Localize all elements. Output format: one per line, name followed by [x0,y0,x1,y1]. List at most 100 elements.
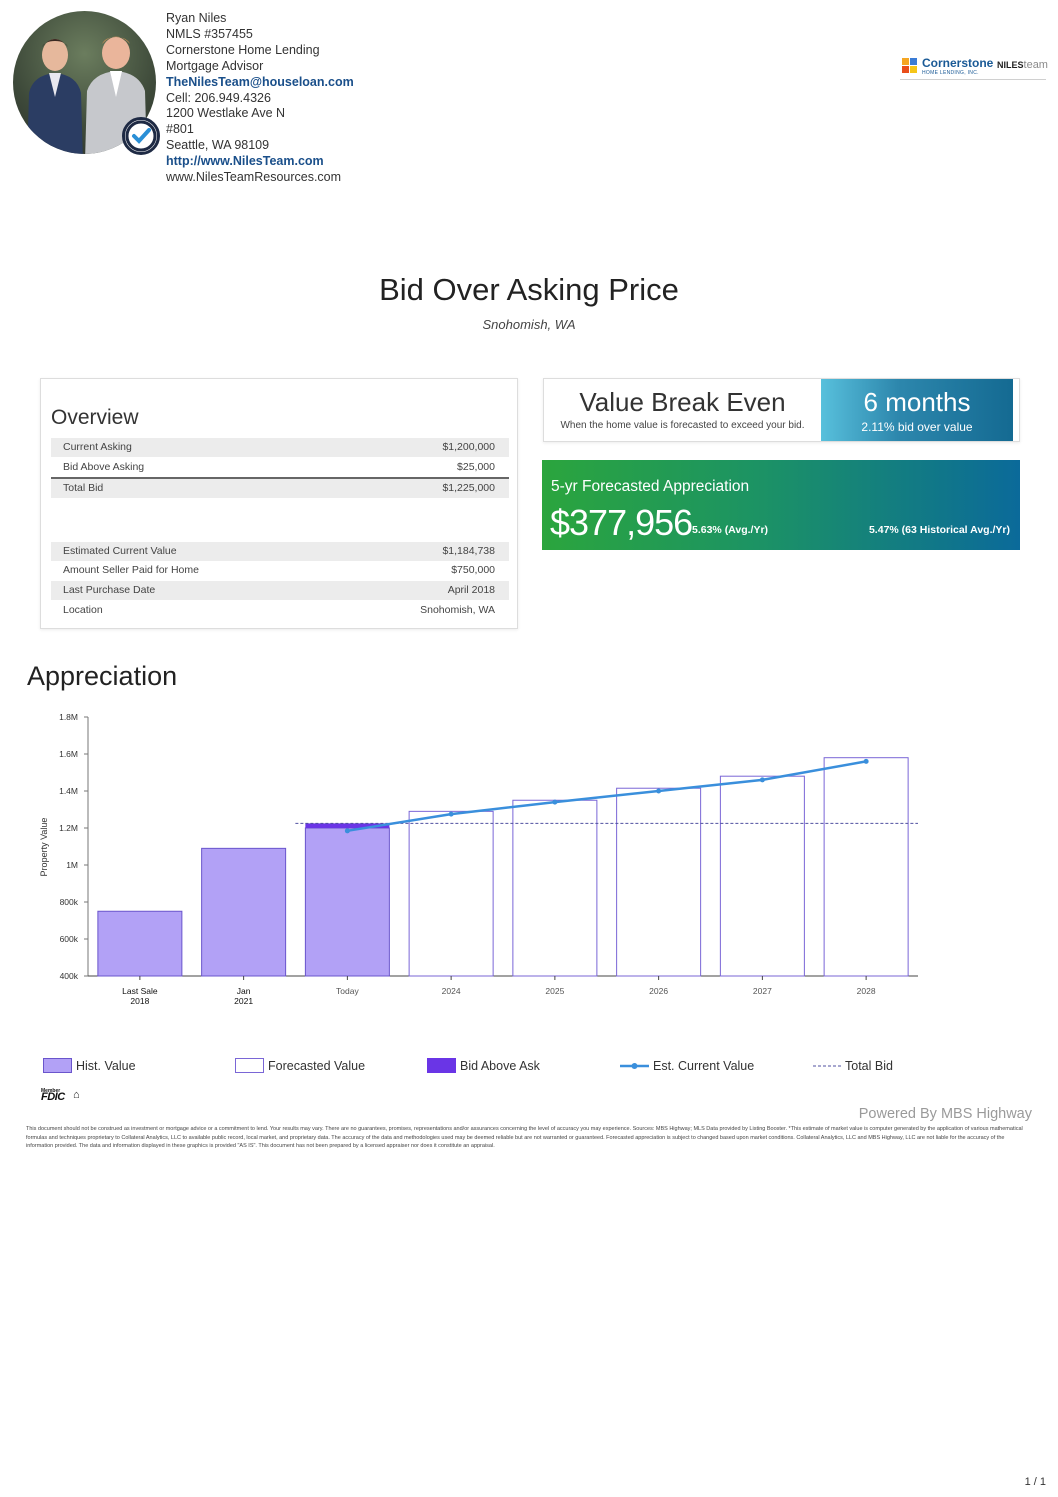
x-tick-label: Jan [237,986,251,996]
est-current-value-point [759,777,765,783]
legend-item-forecast: Forecasted Value [235,1057,405,1075]
break-even-left: Value Break Even When the home value is … [544,379,821,441]
overview-row: Amount Seller Paid for Home $750,000 [51,561,509,580]
legend-item-total: Total Bid [812,1057,982,1075]
overview-row-label: Amount Seller Paid for Home [63,564,199,576]
forecast-historical: 5.47% (63 Historical Avg./Yr) [868,524,1010,536]
agent-company: Cornerstone Home Lending [166,42,320,57]
legend-label: Bid Above Ask [460,1059,540,1073]
fdic-text: FDIC [41,1091,65,1103]
verified-check-icon [122,117,160,155]
appreciation-heading: Appreciation [27,661,178,691]
agent-name: Ryan Niles [166,11,227,25]
legend-label: Hist. Value [76,1059,136,1073]
y-tick-label: 1.6M [59,749,78,759]
agent-address-line1: 1200 Westlake Ave N [166,106,286,121]
y-tick-label: 800k [60,897,79,907]
break-even-result: 6 months 2.11% bid over value [821,379,1013,441]
break-even-months: 6 months [863,387,971,417]
forecast-label: 5-yr Forecasted Appreciation [551,478,750,495]
break-even-title: Value Break Even [579,387,786,417]
est-current-value-point [448,811,454,817]
x-tick-label: 2025 [545,986,564,996]
legend-label: Est. Current Value [653,1059,755,1073]
agent-role: Mortgage Advisor [166,58,264,73]
x-tick-label: Last Sale [122,986,158,996]
overview-row-value: April 2018 [447,584,495,596]
est-current-value-point [344,828,350,834]
overview-row: Last Purchase Date April 2018 [51,581,509,600]
logo-subtitle: HOME LENDING, INC. [922,70,979,76]
legend-swatch-bid [427,1058,456,1073]
legend-label: Forecasted Value [268,1059,366,1073]
overview-card: Overview Current Asking $1,200,000 Bid A… [40,378,518,629]
logo-team-bold: NILES [997,60,1024,70]
y-axis-label: Property Value [39,818,49,877]
overview-row-value: $1,184,738 [442,545,495,557]
bar-forecasted-value [823,757,909,977]
overview-row-label: Current Asking [63,441,132,453]
overview-row-total: Total Bid $1,225,000 [51,479,509,498]
y-tick-label: 1.8M [59,712,78,722]
overview-row-label: Location [63,604,103,616]
overview-row-label: Last Purchase Date [63,584,156,596]
page-title: Bid Over Asking Price [379,272,679,307]
bar-forecasted-value [408,810,494,977]
forecast-avg: 5.63% (Avg./Yr) [692,524,769,536]
cornerstone-logo-icon [902,58,917,73]
est-current-value-point [863,758,869,764]
legend-label: Total Bid [845,1059,893,1073]
est-current-value-point [656,788,662,794]
legend-item-est: Est. Current Value [620,1057,790,1075]
powered-by: Powered By MBS Highway [858,1106,1032,1122]
fdic-logo: Member FDIC ⌂ [41,1088,87,1104]
overview-heading: Overview [51,406,139,429]
overview-row: Bid Above Asking $25,000 [51,458,509,477]
logo-team-light: team [1023,59,1048,71]
overview-row-label: Total Bid [63,482,104,494]
page-number: 1 / 1 [1024,1476,1046,1488]
overview-row-value: $25,000 [457,461,495,473]
company-logo: Cornerstone HOME LENDING, INC. NILESteam [900,55,1048,81]
legend-swatch-hist [43,1058,72,1073]
overview-row-value: $750,000 [451,564,495,576]
fdic-member-text: Member [41,1088,61,1094]
person-left-figure [27,39,83,154]
agent-address-line2: #801 [166,122,194,137]
x-tick-label-year: 2018 [130,996,149,1006]
y-tick-label: 1.2M [59,823,78,833]
agent-nmls: NMLS #357455 [166,26,253,41]
bar-hist-value [304,827,390,977]
break-even-subtitle: When the home value is forecasted to exc… [560,420,805,431]
x-tick-label: 2028 [857,986,876,996]
y-tick-label: 1M [66,860,78,870]
appreciation-chart: 400k 600k 800k 1M 1.2M 1.4M 1.6M 1.8M Property V… [39,712,918,1006]
bar-forecasted-value [616,787,702,977]
legend-item-bid: Bid Above Ask [427,1057,597,1075]
break-even-card: Value Break Even When the home value is … [543,378,1020,442]
forecast-value: $377,956 [550,502,693,543]
bar-forecasted-value [512,799,598,977]
agent-email-link[interactable]: TheNilesTeam@houseloan.com [166,74,354,89]
page-location: Snohomish, WA [482,317,576,332]
agent-cell: Cell: 206.949.4326 [166,90,271,105]
overview-divider [51,477,509,479]
est-current-value-point [552,799,558,805]
forecast-card: 5-yr Forecasted Appreciation $377,956 5.… [542,460,1020,550]
overview-row-value: $1,225,000 [442,482,495,494]
logo-brand: Cornerstone [922,56,994,70]
agent-address-line3: Seattle, WA 98109 [166,138,270,153]
legend-swatch-forecast [235,1058,264,1073]
disclaimer-text: This document should not be construed as… [26,1126,1023,1150]
x-tick-label: Today [336,986,359,996]
agent-contact-block: Ryan Niles NMLS #357455 Cornerstone Home… [166,11,354,186]
y-tick-label: 600k [60,934,79,944]
equal-housing-icon: ⌂ [73,1089,80,1101]
agent-website-link[interactable]: http://www.NilesTeam.com [166,154,324,169]
y-tick-label: 1.4M [59,786,78,796]
agent-resources-url: www.NilesTeamResources.com [166,170,342,185]
legend-swatch-total [813,1065,841,1067]
bar-bid-above-ask [305,823,390,828]
logo-team: NILESteam [997,59,1048,71]
overview-row-label: Bid Above Asking [63,461,145,473]
